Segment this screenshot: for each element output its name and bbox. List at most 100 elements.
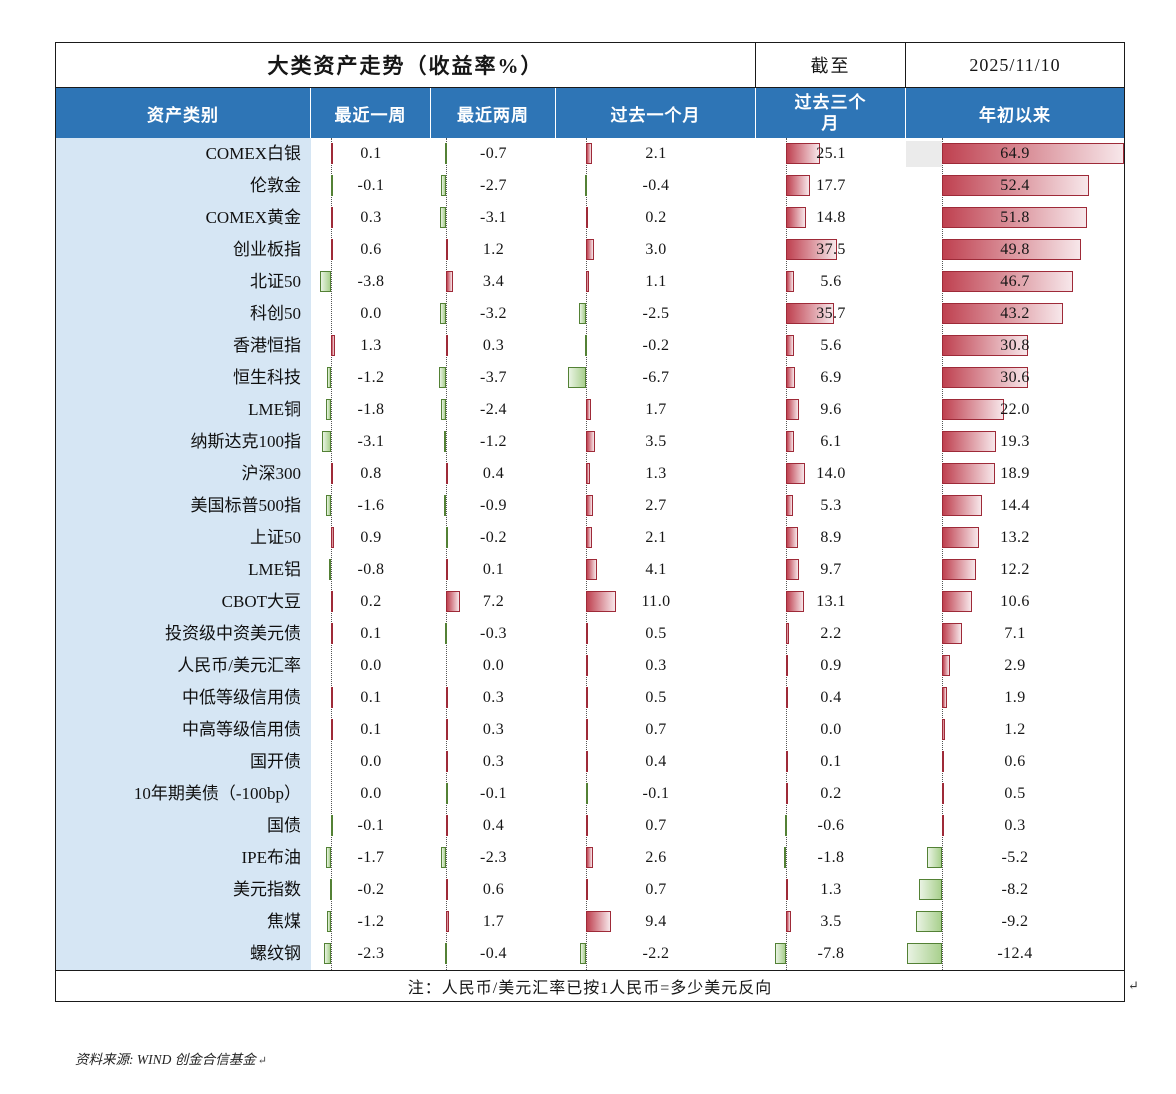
value-cell: -1.2: [311, 906, 431, 938]
value-text: 0.5: [645, 625, 667, 642]
value-cell: 0.0: [311, 746, 431, 778]
asset-label: 美国标普500指: [56, 490, 311, 522]
value-cell: 35.7: [756, 298, 906, 330]
value-text: 0.3: [360, 209, 382, 226]
value-text: -0.4: [642, 177, 670, 194]
asset-label: 恒生科技: [56, 362, 311, 394]
negative-bar: [585, 783, 588, 804]
value-cell: 1.3: [311, 330, 431, 362]
value-text: 51.8: [1000, 209, 1030, 226]
value-cell: 12.2: [906, 554, 1124, 586]
value-text: 19.3: [1000, 433, 1030, 450]
value-cell: 0.1: [756, 746, 906, 778]
value-text: 0.1: [360, 689, 382, 706]
value-cell: -1.8: [311, 394, 431, 426]
value-cell: -0.7: [431, 138, 556, 170]
value-cell: -0.4: [556, 170, 756, 202]
as-of-date: 2025/11/10: [969, 54, 1061, 75]
asset-label: 香港恒指: [56, 330, 311, 362]
positive-bar: [586, 527, 592, 548]
positive-bar: [786, 367, 796, 388]
value-cell: -3.1: [431, 202, 556, 234]
table-row: 香港恒指 1.3 0.3 -0.2 5.6 30.8: [56, 330, 1124, 362]
value-text: -3.8: [357, 273, 385, 290]
negative-bar: [584, 175, 587, 196]
value-text: 0.3: [482, 721, 505, 738]
value-text: 0.2: [645, 209, 667, 226]
table-row: COMEX白银 0.1 -0.7 2.1 25.1 64.9: [56, 138, 1124, 170]
positive-bar: [786, 879, 788, 900]
value-text: 9.7: [820, 561, 842, 578]
value-cell: -3.8: [311, 266, 431, 298]
value-cell: 0.0: [311, 650, 431, 682]
cell-shading-artifact: [906, 141, 942, 167]
value-text: 1.3: [645, 465, 667, 482]
value-text: -8.2: [1001, 881, 1029, 898]
value-cell: -2.4: [431, 394, 556, 426]
negative-bar: [567, 367, 586, 388]
asset-label: 中高等级信用债: [56, 714, 311, 746]
value-text: -3.2: [480, 305, 507, 322]
zero-axis-line: [786, 138, 787, 970]
value-cell: 7.2: [431, 586, 556, 618]
value-cell: -8.2: [906, 874, 1124, 906]
value-text: 8.9: [820, 529, 842, 546]
positive-bar: [586, 399, 591, 420]
value-text: 0.4: [645, 753, 667, 770]
negative-bar: [321, 431, 331, 452]
table-title-row: 大类资产走势（收益率%） 截至 2025/11/10: [56, 43, 1124, 88]
value-text: 0.1: [360, 721, 382, 738]
value-cell: -7.8: [756, 938, 906, 970]
table-row: CBOT大豆 0.2 7.2 11.0 13.1 10.6: [56, 586, 1124, 618]
value-text: -3.1: [357, 433, 385, 450]
positive-bar: [942, 687, 948, 708]
value-text: 49.8: [1000, 241, 1030, 258]
positive-bar: [586, 463, 590, 484]
value-text: 0.0: [360, 785, 382, 802]
value-cell: 0.8: [311, 458, 431, 490]
value-cell: 0.2: [311, 586, 431, 618]
positive-bar: [586, 495, 594, 516]
value-cell: 64.9: [906, 138, 1124, 170]
value-text: 6.9: [820, 369, 842, 386]
value-cell: -1.2: [311, 362, 431, 394]
value-cell: -0.2: [431, 522, 556, 554]
value-cell: -0.8: [311, 554, 431, 586]
value-text: 2.1: [645, 145, 667, 162]
positive-bar: [942, 207, 1088, 228]
value-text: 0.3: [482, 753, 505, 770]
value-text: -0.1: [357, 177, 385, 194]
asset-label: 创业板指: [56, 234, 311, 266]
value-cell: 5.6: [756, 330, 906, 362]
positive-bar: [786, 303, 835, 324]
positive-bar: [446, 687, 448, 708]
table-row: 上证50 0.9 -0.2 2.1 8.9 13.2: [56, 522, 1124, 554]
negative-bar: [919, 879, 942, 900]
value-cell: 22.0: [906, 394, 1124, 426]
header-last-two-weeks: 最近两周: [431, 88, 556, 138]
value-cell: 2.6: [556, 842, 756, 874]
positive-bar: [786, 655, 788, 676]
value-cell: 0.1: [311, 714, 431, 746]
value-cell: 2.1: [556, 138, 756, 170]
value-text: 0.3: [1004, 817, 1026, 834]
table-row: 国开债 0.0 0.3 0.4 0.1 0.6: [56, 746, 1124, 778]
table-row: 美元指数 -0.2 0.6 0.7 1.3 -8.2: [56, 874, 1124, 906]
value-cell: 37.5: [756, 234, 906, 266]
value-cell: -3.1: [311, 426, 431, 458]
value-cell: 1.7: [431, 906, 556, 938]
value-cell: 1.3: [756, 874, 906, 906]
asset-label: 国开债: [56, 746, 311, 778]
asset-label: LME铜: [56, 394, 311, 426]
positive-bar: [786, 207, 806, 228]
positive-bar: [586, 655, 588, 676]
value-cell: 1.7: [556, 394, 756, 426]
table-row: 螺纹钢 -2.3 -0.4 -2.2 -7.8 -12.4: [56, 938, 1124, 970]
value-text: -3.7: [480, 369, 507, 386]
positive-bar: [942, 271, 1073, 292]
value-cell: 13.2: [906, 522, 1124, 554]
positive-bar: [786, 783, 788, 804]
value-cell: 49.8: [906, 234, 1124, 266]
value-text: 0.7: [645, 881, 667, 898]
value-cell: 1.2: [431, 234, 556, 266]
